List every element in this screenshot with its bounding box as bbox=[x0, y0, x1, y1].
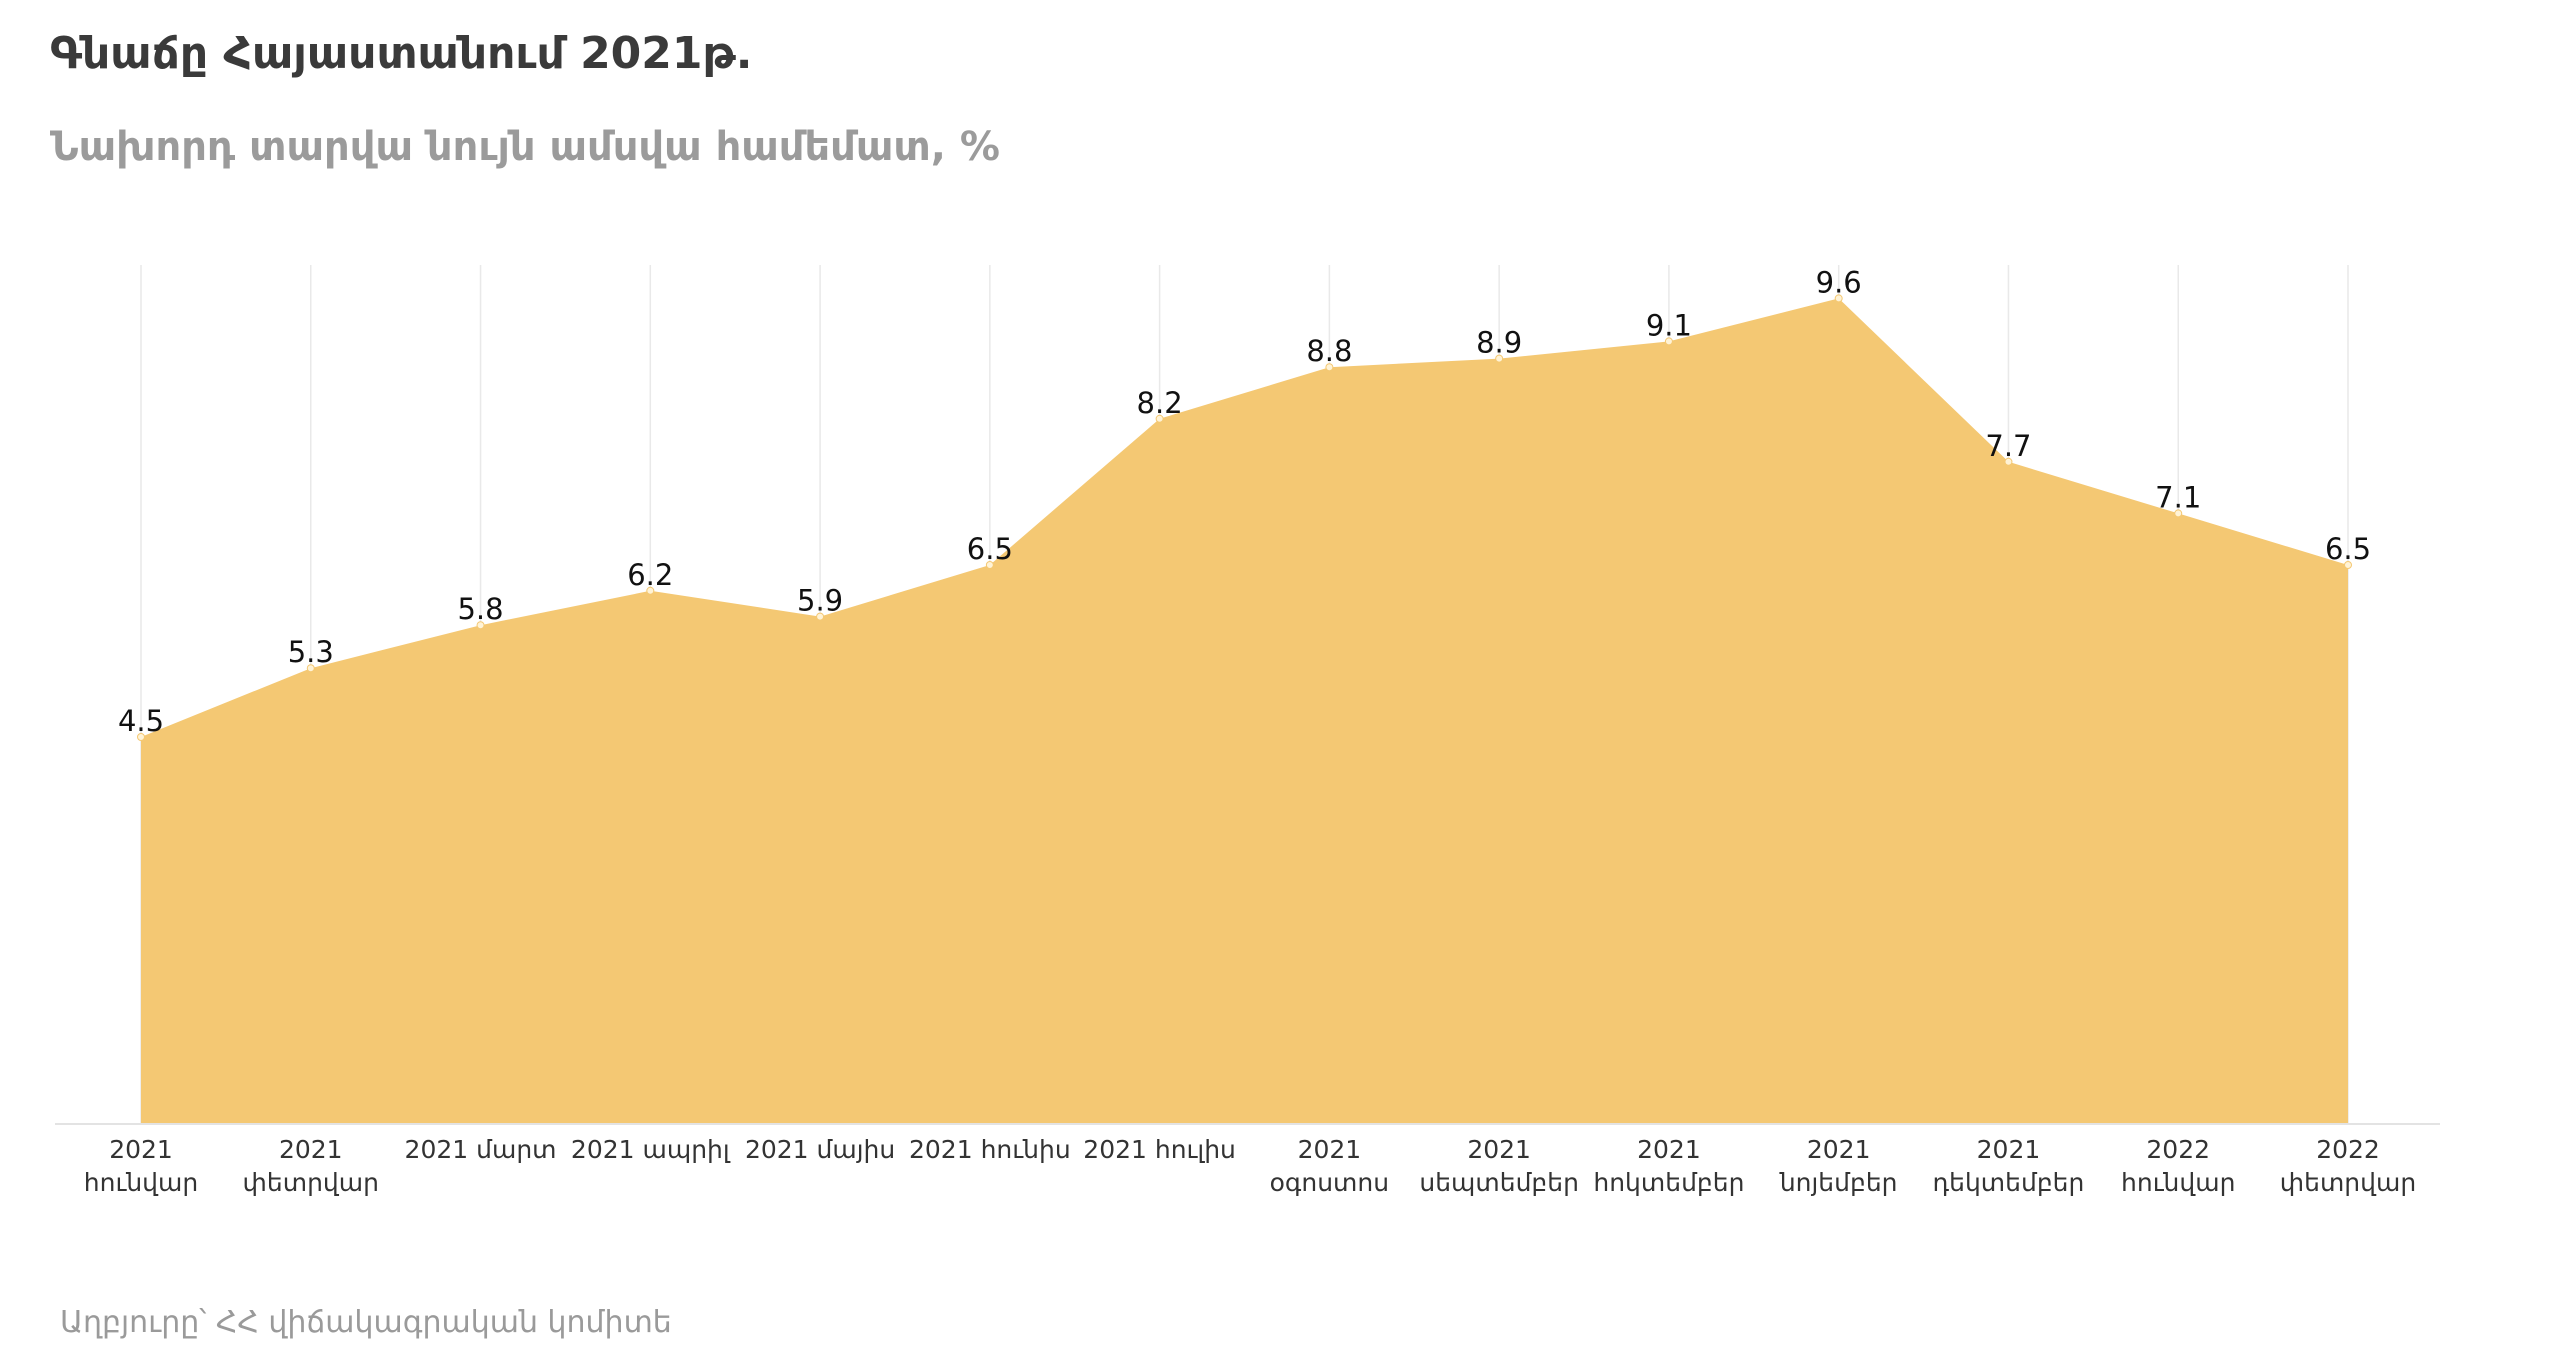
data-label-8: 8.8 bbox=[1306, 334, 1352, 368]
data-point-11 bbox=[1834, 294, 1843, 303]
x-tick-label-13: 2022 հունվար bbox=[2121, 1135, 2235, 1197]
data-label-13: 7.1 bbox=[2155, 480, 2201, 514]
data-label-12: 7.7 bbox=[1985, 429, 2031, 463]
data-label-2: 5.3 bbox=[288, 635, 334, 669]
data-point-2 bbox=[306, 664, 315, 673]
chart-title: Գնաճը Հայաստանում 2021թ. bbox=[50, 28, 753, 79]
data-label-3: 5.8 bbox=[457, 592, 503, 626]
data-label-1: 4.5 bbox=[118, 704, 164, 738]
data-label-14: 6.5 bbox=[2325, 532, 2371, 566]
source-note: Աղբյուրը՝ ՀՀ վիճակագրական կոմիտե bbox=[60, 1305, 672, 1340]
data-point-9 bbox=[1495, 354, 1504, 363]
x-tick-label-2: 2021 փետրվար bbox=[243, 1135, 379, 1197]
data-label-10: 9.1 bbox=[1646, 308, 1692, 342]
data-label-5: 5.9 bbox=[797, 584, 843, 618]
x-tick-label-4: 2021 ապրիլ bbox=[571, 1135, 731, 1164]
data-label-7: 8.2 bbox=[1137, 386, 1183, 420]
x-tick-label-14: 2022 փետրվար bbox=[2280, 1135, 2416, 1197]
x-tick-label-11: 2021 նոյեմբեր bbox=[1779, 1135, 1898, 1197]
data-points bbox=[137, 294, 2352, 741]
data-point-5 bbox=[816, 612, 825, 621]
data-point-10 bbox=[1664, 337, 1673, 346]
data-label-9: 8.9 bbox=[1476, 326, 1522, 360]
x-axis-tick-labels: 2021 հունվար 2021 փետրվար 2021 մարտ 2021 ապրի… bbox=[84, 1135, 2416, 1197]
x-tick-label-1: 2021 հունվար bbox=[84, 1135, 198, 1197]
data-point-7 bbox=[1155, 414, 1164, 423]
data-point-13 bbox=[2174, 509, 2183, 518]
data-point-14 bbox=[2344, 561, 2352, 569]
x-tick-label-12: 2021 դեկտեմբեր bbox=[1933, 1135, 2085, 1197]
x-tick-label-9: 2021 սեպտեմբեր bbox=[1419, 1135, 1579, 1197]
data-point-4 bbox=[646, 586, 655, 595]
x-tick-label-6: 2021 հունիս bbox=[909, 1135, 1071, 1164]
chart-subtitle: Նախորդ տարվա նույն ամսվա համեմատ, % bbox=[50, 124, 1000, 170]
data-label-6: 6.5 bbox=[967, 532, 1013, 566]
data-labels: 4.5 5.3 5.8 6.2 5.9 6.5 8.2 8.8 8.9 9.1 9.6 7.7 7.1 6… bbox=[118, 265, 2371, 738]
x-tick-label-3: 2021 մարտ bbox=[405, 1135, 557, 1164]
x-tick-label-7: 2021 հուլիս bbox=[1083, 1135, 1236, 1164]
data-point-1 bbox=[137, 733, 145, 741]
data-label-4: 6.2 bbox=[627, 558, 673, 592]
data-point-12 bbox=[2004, 457, 2013, 466]
data-label-11: 9.6 bbox=[1816, 265, 1862, 299]
x-tick-label-5: 2021 մայիս bbox=[745, 1135, 895, 1164]
data-point-3 bbox=[476, 621, 485, 630]
data-point-8 bbox=[1325, 363, 1334, 372]
area-series bbox=[141, 298, 2348, 1124]
data-point-6 bbox=[985, 561, 994, 569]
x-tick-label-10: 2021 հոկտեմբեր bbox=[1593, 1135, 1744, 1197]
inflation-area bbox=[141, 298, 2348, 1124]
x-tick-label-8: 2021 օգոստոս bbox=[1270, 1135, 1389, 1197]
